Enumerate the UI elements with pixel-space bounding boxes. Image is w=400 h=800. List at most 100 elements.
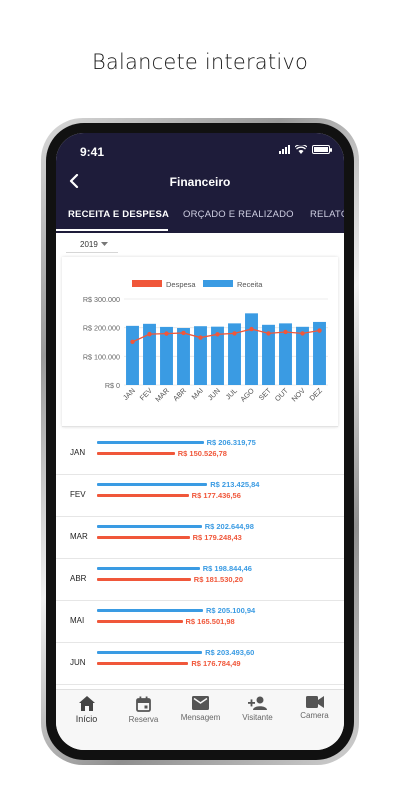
nav-label-camera: Camera — [300, 711, 329, 720]
mail-icon — [192, 696, 209, 710]
y-tick-label: R$ 300.000 — [83, 295, 120, 304]
x-tick-label: ABR — [171, 386, 188, 403]
point-despesa — [215, 332, 220, 337]
chevron-left-icon — [69, 174, 79, 188]
receita-bar — [97, 609, 203, 612]
x-tick-label: JUL — [224, 386, 239, 401]
receita-value: R$ 203.493,60 — [205, 648, 255, 657]
receita-bar — [97, 483, 208, 486]
legend-swatch-receita — [203, 280, 233, 287]
chart-legend: Despesa Receita — [132, 280, 263, 289]
receita-bar — [97, 525, 202, 528]
tab-relatorio[interactable]: RELATÓ — [310, 209, 344, 220]
x-tick-label: MAI — [190, 386, 205, 401]
receita-bar — [97, 651, 203, 654]
legend-swatch-despesa — [132, 280, 162, 287]
page-title: Financeiro — [169, 175, 231, 189]
month-row: JUN R$ 203.493,60 R$ 176.784,49 — [56, 643, 344, 685]
signal-icon — [279, 145, 290, 154]
chart-card: Despesa Receita R$ 300.000 R$ 200.000 R$ 1… — [62, 257, 338, 427]
tab-receita-despesa[interactable]: RECEITA E DESPESA — [68, 209, 170, 220]
home-icon — [78, 696, 95, 711]
row-month-label: JAN — [70, 448, 86, 457]
row-month-label: MAI — [70, 616, 85, 625]
despesa-value: R$ 181.530,20 — [193, 575, 243, 584]
nav-camera[interactable]: Camera — [286, 696, 343, 720]
despesa-bar — [97, 578, 191, 581]
month-row: FEV R$ 213.425,84 R$ 177.436,56 — [56, 475, 344, 517]
caret-down-icon — [100, 242, 108, 246]
bar-receita — [279, 323, 292, 385]
add-person-icon — [248, 696, 267, 710]
nav-reserva[interactable]: Reserva — [115, 696, 172, 724]
despesa-bar — [97, 620, 183, 623]
month-row: MAI R$ 205.100,94 R$ 165.501,98 — [56, 601, 344, 643]
bar-receita — [160, 326, 173, 385]
receita-value: R$ 205.100,94 — [205, 606, 256, 615]
receita-bar — [97, 567, 200, 570]
despesa-value: R$ 165.501,98 — [185, 617, 235, 626]
bottom-navigation: Início Reserva Mensagem — [56, 689, 344, 750]
point-despesa — [283, 329, 288, 335]
bar-receita — [313, 321, 326, 385]
headline: Balancete interativo — [91, 50, 309, 74]
despesa-value: R$ 179.248,43 — [192, 533, 242, 542]
bar-receita — [296, 326, 309, 385]
nav-visitante[interactable]: Visitante — [229, 696, 286, 722]
nav-label-reserva: Reserva — [128, 715, 159, 724]
x-tick-label: JUN — [206, 386, 222, 402]
bar-receita — [143, 323, 156, 385]
point-despesa — [147, 331, 152, 337]
tab-orcado-realizado[interactable]: ORÇADO E REALIZADO — [183, 209, 294, 220]
tab-bar: RECEITA E DESPESA ORÇADO E REALIZADO REL… — [56, 197, 344, 231]
despesa-bar — [97, 452, 175, 455]
month-row: ABR R$ 198.844,46 R$ 181.530,20 — [56, 559, 344, 601]
row-month-label: MAR — [70, 532, 88, 541]
wifi-icon — [295, 145, 307, 154]
point-despesa — [232, 331, 237, 336]
video-camera-icon — [305, 696, 324, 708]
back-button[interactable] — [64, 171, 84, 191]
line-despesa — [132, 328, 320, 343]
x-tick-label: NOV — [290, 386, 308, 404]
point-despesa — [300, 331, 305, 336]
year-dropdown-underline — [66, 252, 118, 253]
year-dropdown[interactable]: 2019 — [80, 237, 114, 251]
point-despesa — [266, 331, 271, 336]
month-row: JAN R$ 206.319,75 R$ 150.526,78 — [56, 433, 344, 475]
status-icons — [279, 145, 332, 154]
battery-icon — [312, 145, 332, 154]
row-month-label: FEV — [70, 490, 86, 499]
bar-receita — [262, 324, 275, 385]
nav-mensagem[interactable]: Mensagem — [172, 696, 229, 722]
nav-inicio[interactable]: Início — [58, 696, 115, 724]
phone-screen: 9:41 Financeiro RECEITA E DESPE — [56, 133, 344, 750]
x-tick-label: MAR — [153, 386, 171, 404]
nav-label-mensagem: Mensagem — [180, 713, 221, 722]
nav-label-inicio: Início — [75, 714, 98, 724]
receita-bar — [97, 441, 204, 444]
calendar-icon — [136, 696, 151, 712]
y-tick-label: R$ 100.000 — [83, 352, 120, 361]
point-despesa — [317, 328, 322, 333]
bar-receita — [126, 325, 139, 385]
y-tick-label: R$ 200.000 — [83, 324, 120, 333]
despesa-bar — [97, 494, 189, 497]
bar-receita — [194, 326, 207, 385]
active-tab-indicator — [56, 229, 168, 231]
x-tick-label: OUT — [273, 386, 291, 404]
receita-value: R$ 198.844,46 — [202, 564, 252, 573]
status-time: 9:41 — [80, 145, 105, 159]
receita-value: R$ 206.319,75 — [206, 438, 256, 447]
year-value: 2019 — [80, 239, 98, 249]
point-despesa — [249, 326, 254, 332]
bar-receita — [245, 313, 258, 385]
x-tick-label: FEV — [138, 386, 154, 402]
despesa-bar — [97, 536, 190, 539]
point-despesa — [181, 330, 186, 336]
legend-label-receita: Receita — [237, 280, 263, 289]
x-tick-label: JAN — [121, 386, 137, 402]
bar-receita — [211, 326, 224, 385]
despesa-value: R$ 176.784,49 — [191, 659, 241, 668]
